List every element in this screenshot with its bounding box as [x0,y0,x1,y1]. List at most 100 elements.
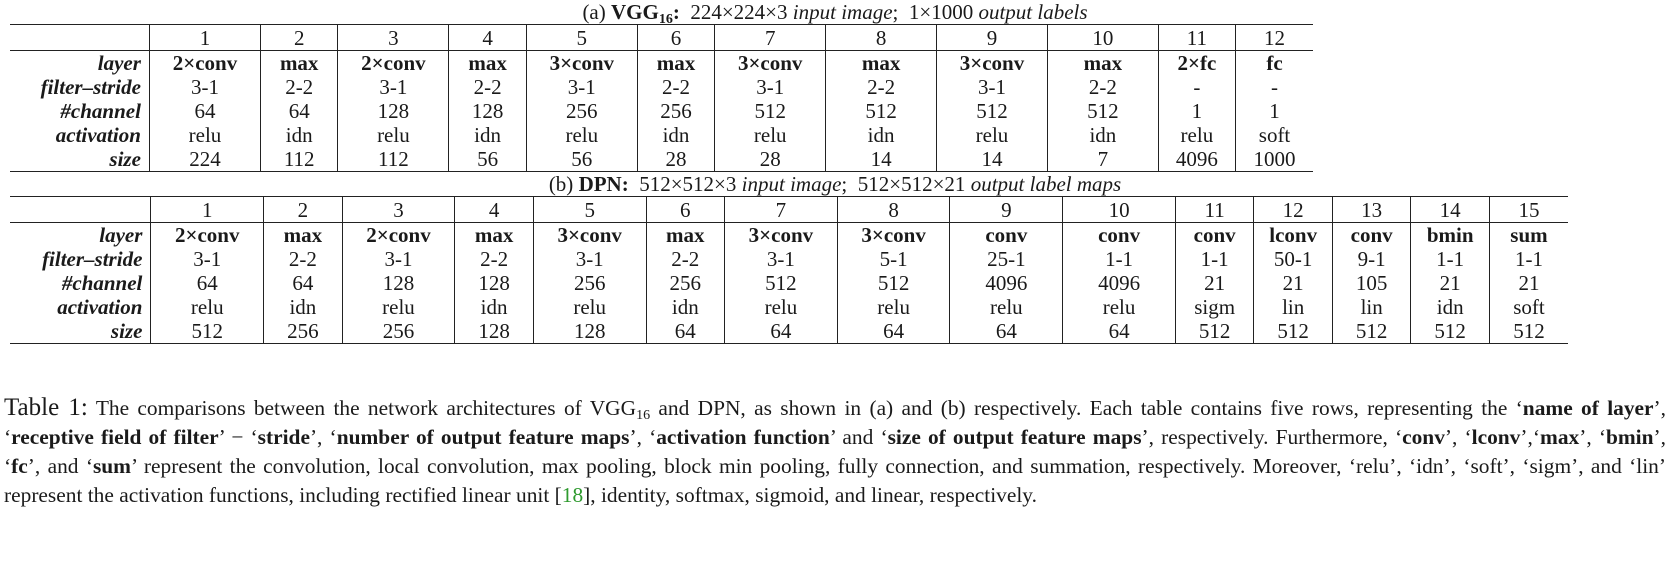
table-cell: bmin [1410,222,1490,247]
table-cell: conv [1332,222,1412,247]
table-cell: 224 [149,147,262,172]
row-channel: #channel 64 64 128 128 256 256 512 512 4096 4096 21… [10,271,1568,295]
table-cell: 2×conv [150,222,265,247]
table-cell: 56 [526,147,638,172]
table-cell: 4096 [1062,271,1176,295]
table-cell: 1-1 [1514,247,1543,271]
table-cell: lconv [1253,222,1333,247]
table-cell: sigm [1175,295,1255,319]
column-number: 2 [260,24,339,51]
table-cell: max [448,50,527,75]
table-cell: 256 [646,271,726,295]
table-cell: max [1047,50,1159,75]
citation-link[interactable]: 18 [561,483,584,507]
table-caption: Table 1: The comparisons between the net… [4,394,1667,507]
column-number: 5 [526,24,638,51]
column-number: 12 [1253,196,1333,223]
table-cell: 64 [150,271,265,295]
table-cell: 512 [150,319,265,344]
table-cell: 3-1 [714,75,827,99]
table-cell: relu [837,295,951,319]
table-cell: 9-1 [1332,247,1412,271]
column-number: 7 [714,24,827,51]
row-label: layer [10,50,150,75]
table-cell: 512 [714,99,827,123]
row-label: #channel [10,99,150,123]
column-number: 2 [263,196,343,223]
table-label: Table 1: [4,394,88,421]
table-cell: idn [825,123,937,147]
column-number: 13 [1332,196,1412,223]
table-cell: 3×conv [714,50,827,75]
table-cell: 512 [1489,319,1568,344]
table-cell: fc [1235,50,1313,75]
column-number: 9 [949,196,1064,223]
table-cell: 14 [825,147,937,172]
row-filter-stride: filter–stride 3-1 2-2 3-1 2-2 3-1 2-2 3-1 5-1 25-… [10,247,1568,271]
column-number: 1 [150,196,265,223]
table-cell: - [1158,75,1237,99]
table-cell: 4096 [1158,147,1237,172]
row-size: size 512 256 256 128 128 64 64 64 64 64 512 512 512 51… [10,319,1568,344]
table-cell: 64 [149,99,262,123]
table-cell: 128 [533,319,647,344]
table-cell: max [454,222,534,247]
table-b-dpn: 1 2 3 4 5 6 7 8 9 10 11 12 13 14 15 layer 2×conv max 2×con… [10,196,1568,344]
table-cell: 128 [342,271,456,295]
table-cell: 2-2 [637,75,716,99]
column-number: 14 [1410,196,1490,223]
table-cell: 64 [1062,319,1176,344]
tables-container: (a) VGG16: 224×224×3 input image; 1×1000… [10,0,1670,344]
table-cell: 28 [637,147,716,172]
column-number: 7 [724,196,838,223]
column-number: 8 [837,196,951,223]
column-number-row: 1 2 3 4 5 6 7 8 9 10 11 12 [10,24,1313,51]
table-cell: 64 [263,271,343,295]
table-cell: 512 [825,99,937,123]
table-cell: idn [646,295,726,319]
table-cell: 2-2 [454,247,534,271]
table-cell: 512 [1047,99,1159,123]
table-cell: relu [714,123,827,147]
table-cell: 3×conv [526,50,638,75]
table-cell: 112 [260,147,339,172]
table-cell: soft [1258,123,1291,147]
column-number: 11 [1158,24,1237,51]
table-cell: 14 [936,147,1049,172]
table-cell: relu [949,295,1064,319]
row-label: size [10,319,152,344]
table-cell: 3×conv [724,222,838,247]
table-a-caption: (a) VGG16: 224×224×3 input image; 1×1000… [582,0,1088,27]
table-cell: 2-2 [1047,75,1159,99]
table-cell: 3-1 [936,75,1049,99]
table-cell: 21 [1253,271,1333,295]
table-cell: max [637,50,716,75]
column-number: 4 [454,196,534,223]
table-cell: 1 [1269,99,1280,123]
table-cell: 25-1 [949,247,1064,271]
table-cell: 128 [448,99,527,123]
table-cell: 3×conv [837,222,951,247]
row-label: layer [10,222,152,247]
table-cell: idn [260,123,339,147]
table-cell: relu [342,295,456,319]
table-cell: 256 [637,99,716,123]
table-cell: 128 [337,99,450,123]
table-cell: 2×conv [342,222,456,247]
table-cell: idn [1410,295,1490,319]
table-cell: 512 [724,271,838,295]
column-number: 9 [936,24,1049,51]
table-cell: 256 [526,99,638,123]
table-cell: 64 [837,319,951,344]
table-cell: 128 [454,271,534,295]
table-cell: conv [1175,222,1255,247]
table-a-vgg16: 1 2 3 4 5 6 7 8 9 10 11 12 layer 2×conv max 2×conv max 3×… [10,24,1313,172]
table-cell: 105 [1332,271,1412,295]
table-cell: 4096 [949,271,1064,295]
table-cell: 256 [533,271,647,295]
table-cell: 1-1 [1175,247,1255,271]
column-number: 3 [342,196,456,223]
table-cell: - [1271,75,1279,99]
table-cell: 5-1 [837,247,951,271]
table-b-caption: (b) DPN: 512×512×3 input image; 512×512×… [548,172,1122,196]
